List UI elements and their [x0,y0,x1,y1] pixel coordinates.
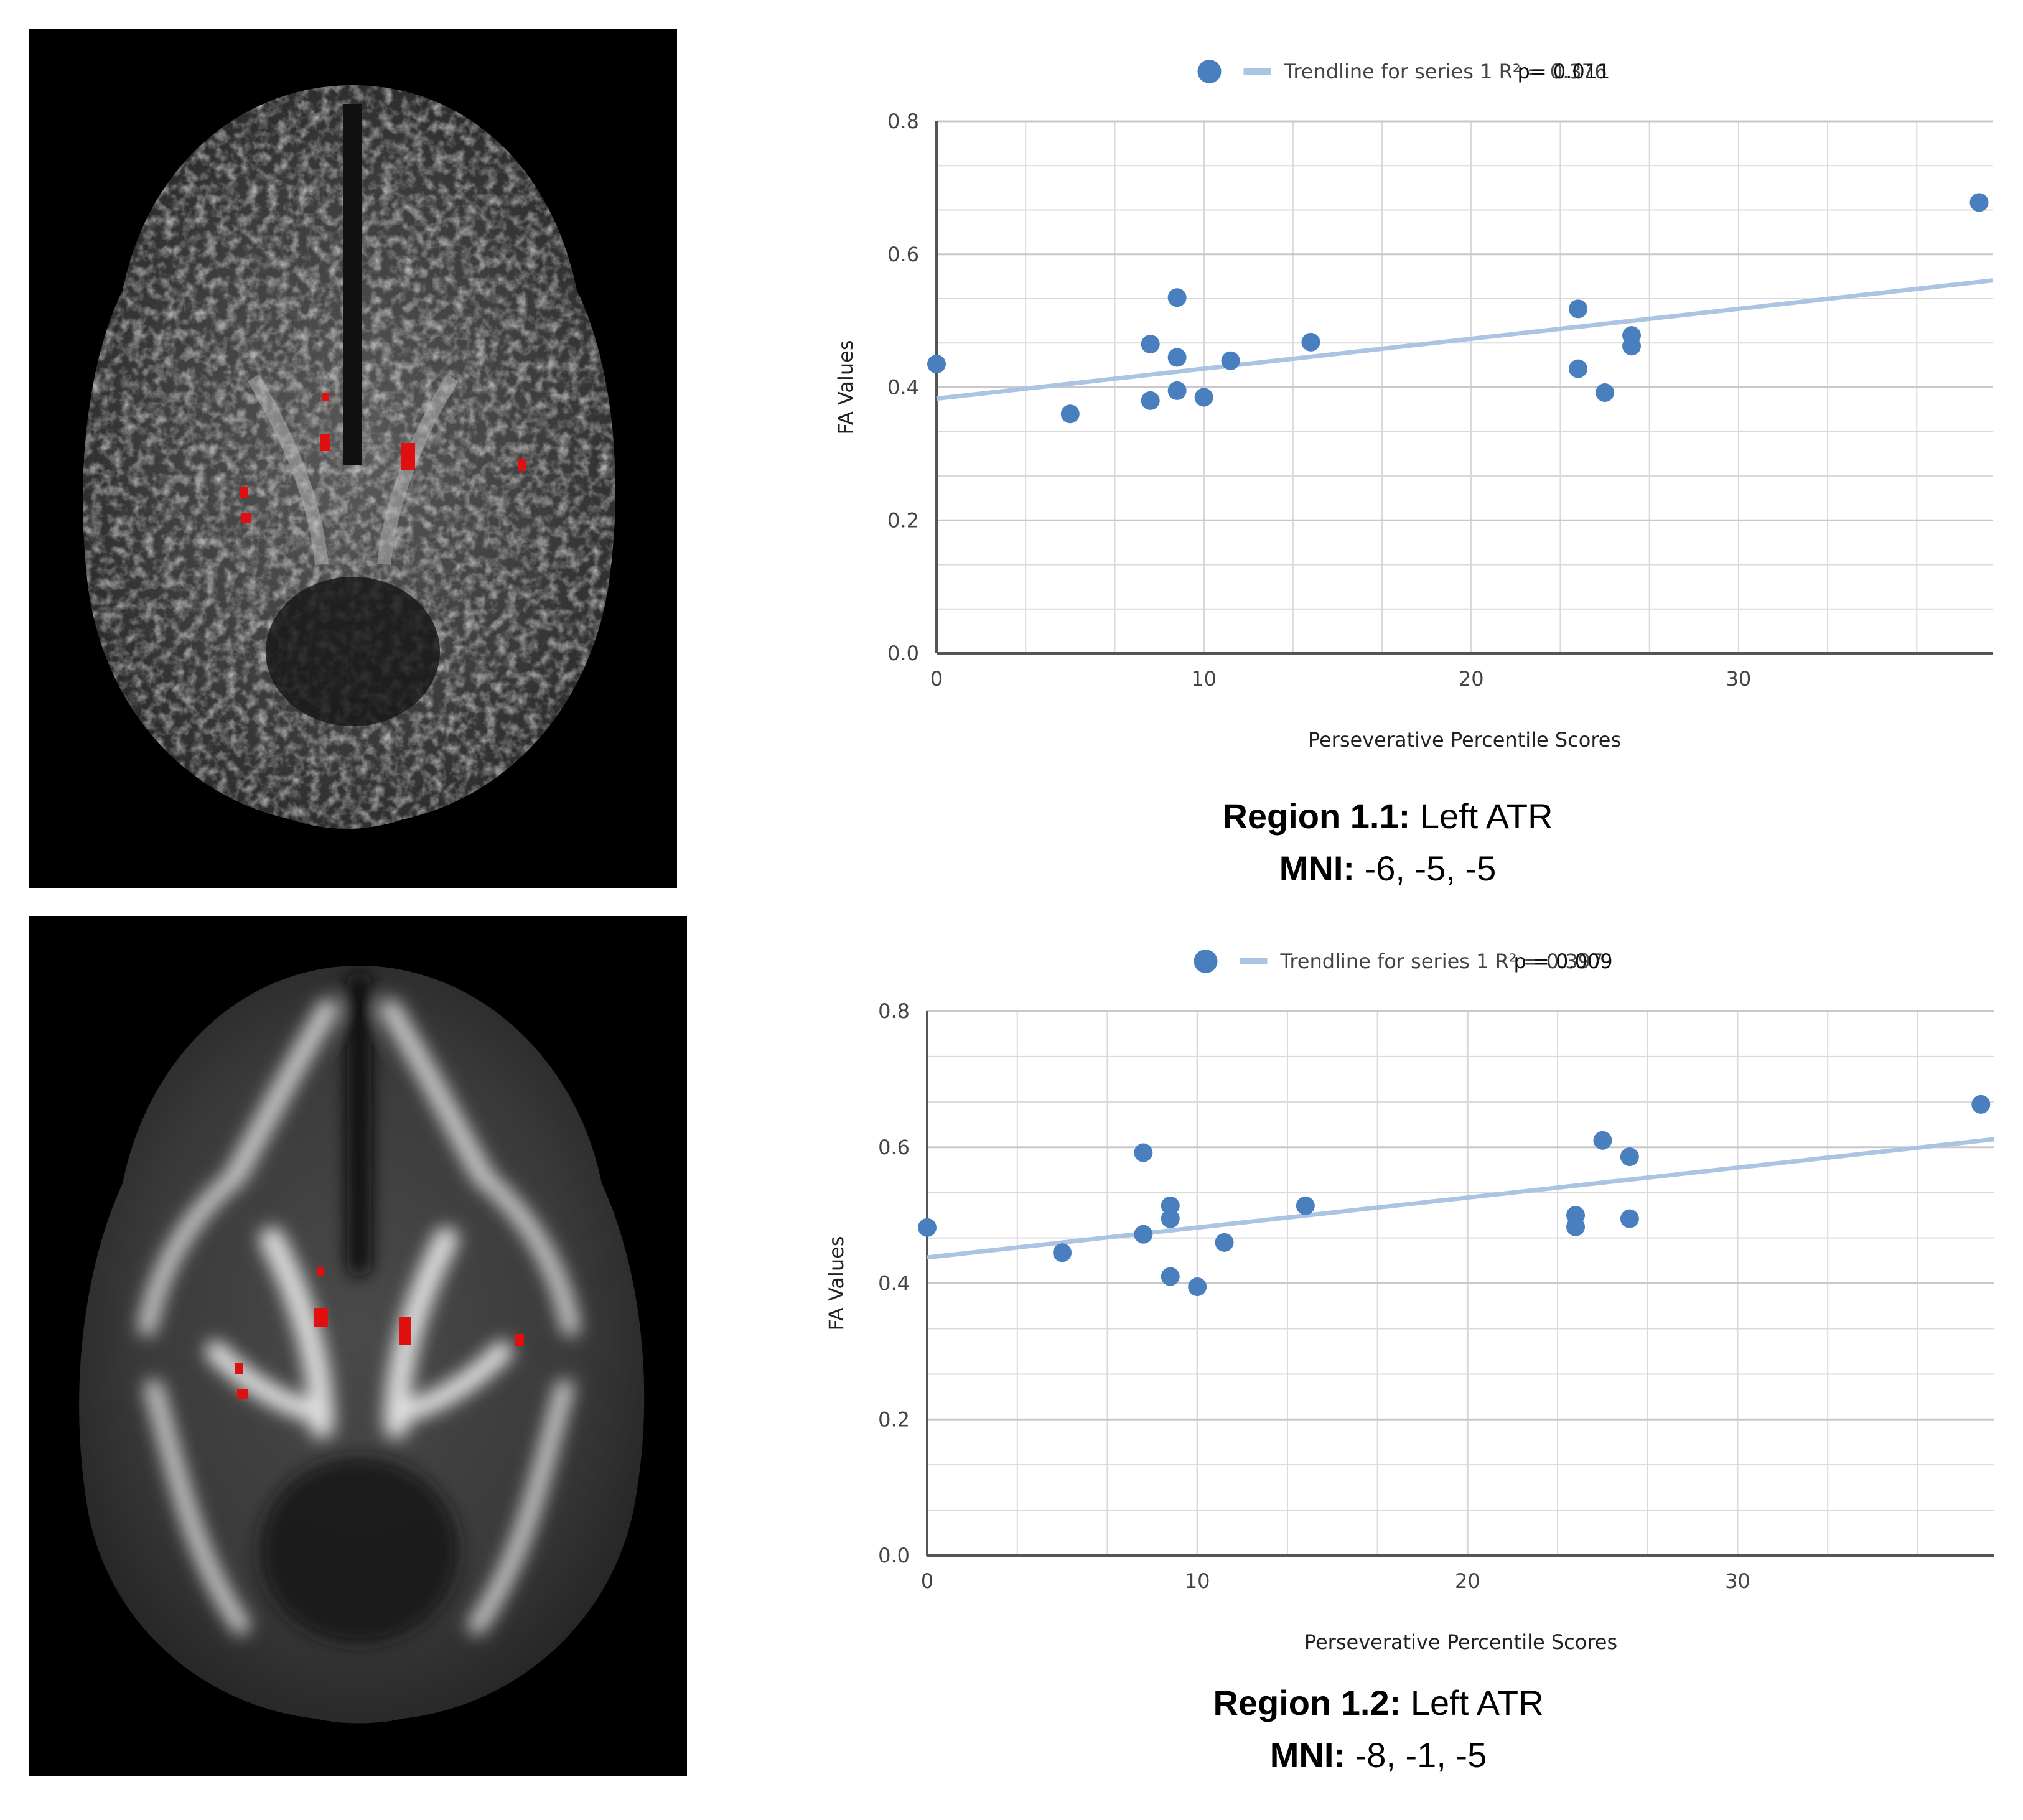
mni-label: MNI: [1269,1735,1346,1775]
data-point [1969,193,1989,212]
region-value: Left ATR [1419,796,1553,836]
brain-image-mean-fa [29,916,687,1776]
x-tick-label: 30 [1726,667,1752,691]
data-point [1221,351,1240,370]
y-tick-label: 0.0 [887,642,919,665]
mni-line: MNI: -8, -1, -5 [1024,1729,1733,1781]
data-point [1622,337,1642,356]
y-tick-label: 0.6 [878,1136,910,1159]
mni-label: MNI: [1279,849,1355,888]
legend-trendline-swatch [1243,68,1271,75]
data-point [1620,1147,1639,1167]
data-point [918,1218,937,1237]
y-tick-label: 0.2 [878,1407,910,1431]
region-label: Region 1.1: [1222,796,1411,836]
y-tick-label: 0.6 [887,243,919,266]
data-point [1188,1277,1207,1296]
y-tick-label: 0.4 [878,1272,910,1295]
legend-p-value: p= 0.011 [1518,60,1610,83]
legend-trendline-label: Trendline for series 1 R² = 0.376 [1284,60,1607,83]
y-tick-label: 0.4 [887,376,919,399]
x-tick-label: 10 [1185,1569,1210,1593]
data-point [1167,381,1187,400]
data-point [1569,299,1588,319]
data-point [1620,1209,1639,1228]
x-tick-label: 20 [1455,1569,1480,1593]
data-point [1141,335,1160,354]
data-point [1167,288,1187,307]
data-point [1161,1267,1180,1286]
data-point [1194,388,1213,407]
legend-series-marker [1194,950,1218,973]
roi-markers [235,1267,524,1399]
mni-value: -8, -1, -5 [1355,1735,1487,1775]
x-tick-label: 0 [930,667,943,691]
scatter-plot-2: 0.0 0.2 0.4 0.6 0.8 0 10 20 30 Trendline for ser… [825,950,1995,1654]
legend: Trendline for series 1 R² = 0.376 p= 0.0… [1197,60,1610,83]
y-tick-label: 0.8 [878,999,910,1023]
data-point [1053,1243,1072,1262]
legend-series-marker [1197,60,1222,83]
mni-value: -6, -5, -5 [1364,849,1497,888]
data-point [1141,391,1160,410]
y-axis-label: FA Values [834,340,857,434]
x-tick-label: 30 [1725,1569,1750,1593]
y-tick-label: 0.8 [887,110,919,133]
brain-image-fa [29,29,677,888]
data-point [1215,1233,1234,1252]
region-value: Left ATR [1410,1683,1544,1722]
data-point [1161,1196,1180,1215]
data-point [1301,332,1320,352]
region-line: Region 1.2: Left ATR [1024,1677,1733,1729]
x-tick-label: 0 [921,1569,933,1593]
data-point [1134,1143,1153,1162]
x-tick-label: 20 [1459,667,1484,691]
region-line: Region 1.1: Left ATR [1033,790,1742,842]
x-axis-label: Perseverative Percentile Scores [1308,728,1621,752]
data-point [1593,1131,1612,1150]
legend-trendline-swatch [1240,958,1268,964]
data-point [1134,1225,1153,1244]
caption-region-1-1: Region 1.1: Left ATR MNI: -6, -5, -5 [1033,790,1742,895]
data-point [927,355,946,374]
x-axis-label: Perseverative Percentile Scores [1304,1630,1617,1654]
trendline [936,278,1993,401]
chart-region-1-2: 0.0 0.2 0.4 0.6 0.8 0 10 20 30 Trendline for ser… [784,927,2023,1661]
data-point [1566,1217,1586,1236]
mni-line: MNI: -6, -5, -5 [1033,842,1742,895]
scatter-plot-1: 0.0 0.2 0.4 0.6 0.8 0 10 20 30 Trendline for ser… [834,60,1993,752]
data-point [1296,1196,1315,1215]
chart-region-1-1: 0.0 0.2 0.4 0.6 0.8 0 10 20 30 Trendline for ser… [784,37,2023,759]
legend-p-value: p = 0.009 [1514,950,1613,973]
region-label: Region 1.2: [1213,1683,1401,1722]
data-point [1060,404,1080,424]
data-point [1167,348,1187,367]
y-axis-label: FA Values [825,1236,848,1330]
roi-markers [240,393,526,523]
data-point [1596,383,1615,403]
caption-region-1-2: Region 1.2: Left ATR MNI: -8, -1, -5 [1024,1677,1733,1781]
y-tick-label: 0.2 [887,508,919,532]
legend: Trendline for series 1 R² = 0.397 p = 0.… [1194,950,1613,973]
data-point [1569,359,1588,378]
trendline [927,1137,1995,1260]
legend-trendline-label: Trendline for series 1 R² = 0.397 [1280,950,1604,973]
x-tick-label: 10 [1191,667,1217,691]
data-point [1161,1209,1180,1228]
y-tick-label: 0.0 [878,1544,910,1567]
data-point [1971,1094,1991,1114]
